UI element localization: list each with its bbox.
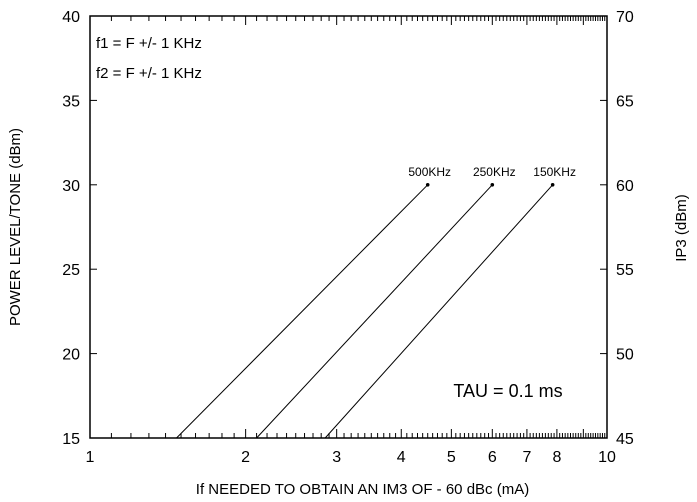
y2-tick-label: 60 [616,178,634,195]
plot-area [89,15,608,439]
tau-label: TAU = 0.1 ms [453,381,562,401]
y-axis-title: POWER LEVEL/TONE (dBm) [7,128,24,326]
y-tick-label: 35 [62,93,80,110]
y2-axis-title: IP3 (dBm) [673,194,690,262]
y2-tick-label: 70 [616,9,634,26]
x-tick-label: 10 [598,449,616,466]
series-line [324,184,554,439]
ticks [90,15,607,439]
series-line [176,184,429,439]
plot-frame [89,15,608,439]
x-axis-title: If NEEDED TO OBTAIN AN IM3 OF - 60 dBc (… [196,481,529,498]
series-end-point [425,183,430,187]
annotation-f1: f1 = F +/- 1 KHz [96,35,202,52]
x-tick-label: 8 [552,449,561,466]
series-end-point [490,183,495,187]
x-tick-label: 5 [447,449,456,466]
y-tick-label: 30 [62,178,80,195]
series-line [256,184,493,439]
y-tick-label: 40 [62,9,80,26]
series-layer [176,183,555,439]
y2-tick-label: 50 [616,347,634,364]
annotation-f2: f2 = F +/- 1 KHz [96,65,202,82]
y2-tick-label: 45 [616,431,634,448]
y2-tick-label: 65 [616,93,634,110]
x-tick-label: 2 [241,449,250,466]
y-tick-label: 20 [62,347,80,364]
series-label: 500KHz [408,165,451,179]
x-tick-label: 3 [332,449,341,466]
x-tick-label: 1 [86,449,95,466]
y-tick-label: 25 [62,262,80,279]
x-tick-label: 6 [488,449,497,466]
x-tick-label: 7 [522,449,531,466]
series-label: 250KHz [473,165,516,179]
y2-tick-label: 55 [616,262,634,279]
series-label: 150KHz [533,165,576,179]
series-end-point [550,183,555,187]
y-tick-label: 15 [62,431,80,448]
x-tick-label: 4 [397,449,406,466]
